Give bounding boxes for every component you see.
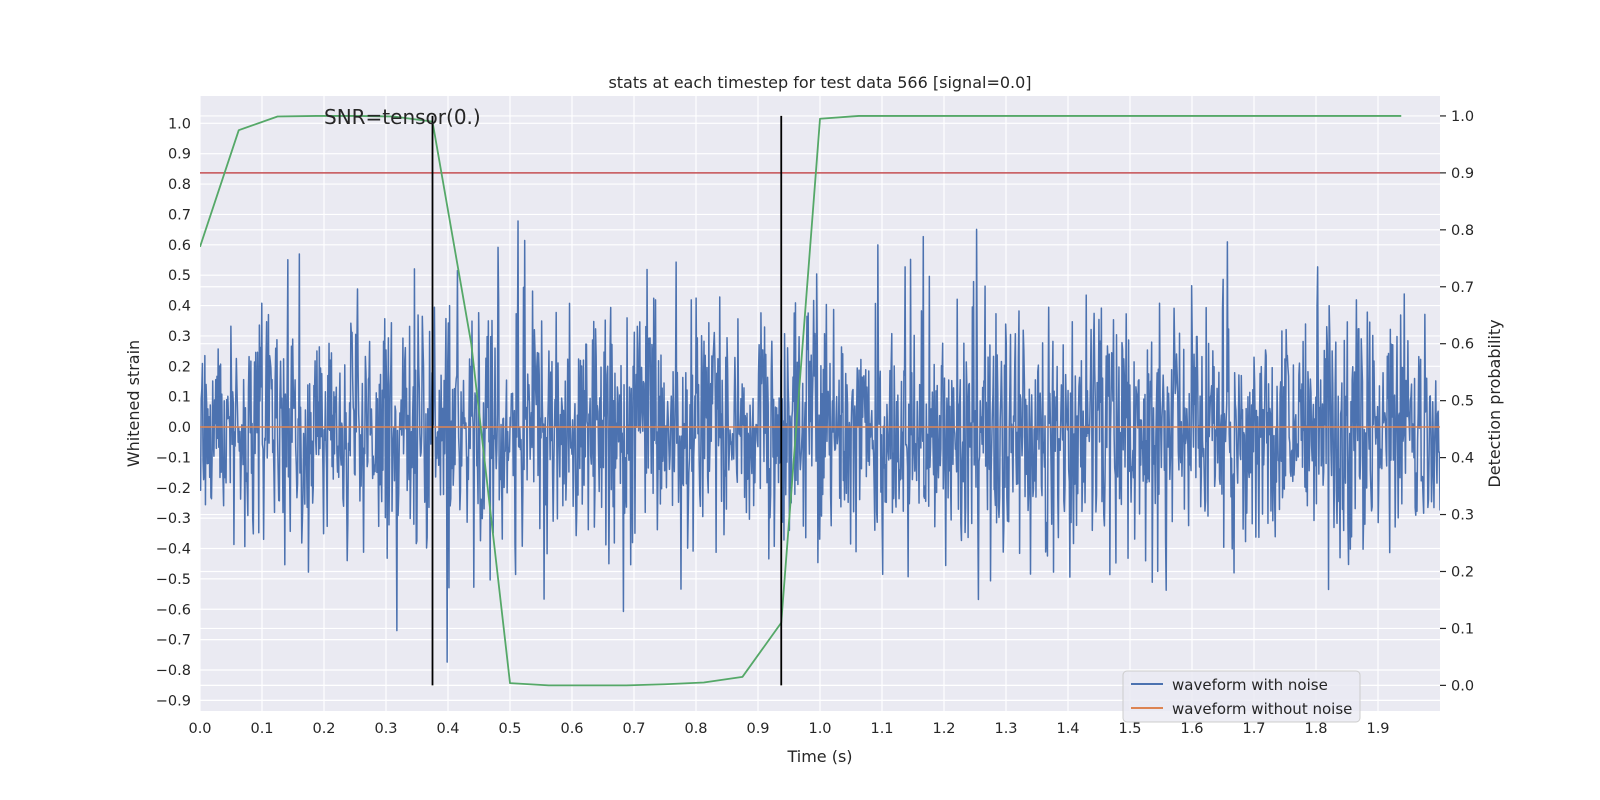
y-tick-label: −0.8 xyxy=(156,663,191,679)
x-tick-label: 1.0 xyxy=(808,721,831,737)
y-tick-label: −0.2 xyxy=(156,481,191,497)
legend: waveform with noise waveform without noi… xyxy=(1122,670,1361,723)
x-tick-label: 0.6 xyxy=(560,721,583,737)
y-tick-label: −0.5 xyxy=(156,572,191,588)
y-axis-ticks: 1.0 0.9 0.8 0.7 0.6 0.5 0.4 0.3 0.2 0.1 0.0 −0.1 −0.… xyxy=(156,116,191,709)
y-tick-label: 0.4 xyxy=(168,299,191,315)
y-tick-label: 0.6 xyxy=(168,238,191,254)
y2-tick-label: 0.5 xyxy=(1451,394,1474,410)
y-tick-label: 0.7 xyxy=(168,207,191,223)
x-tick-label: 1.3 xyxy=(994,721,1017,737)
y-tick-label: −0.1 xyxy=(156,450,191,466)
y-tick-label: −0.9 xyxy=(156,693,191,709)
y-tick-label: 0.1 xyxy=(168,390,191,406)
x-axis-label: Time (s) xyxy=(786,747,852,766)
series-detection-probability xyxy=(200,115,1402,687)
y-tick-label: 0.2 xyxy=(168,359,191,375)
chart-title: stats at each timestep for test data 566… xyxy=(608,73,1031,92)
y2-tick-label: 0.3 xyxy=(1451,508,1474,524)
x-tick-label: 0.0 xyxy=(188,721,211,737)
y-tick-label: 1.0 xyxy=(168,116,191,132)
y-tick-label: −0.6 xyxy=(156,602,191,618)
y-tick-label: −0.7 xyxy=(156,633,191,649)
y-tick-label: 0.3 xyxy=(168,329,191,345)
y-tick-label: 0.8 xyxy=(168,177,191,193)
x-tick-label: 1.9 xyxy=(1366,721,1389,737)
y-tick-label: −0.3 xyxy=(156,511,191,527)
y2-tick-label: 0.1 xyxy=(1451,621,1474,637)
x-tick-label: 1.5 xyxy=(1118,721,1141,737)
y2-tick-label: 0.8 xyxy=(1451,223,1474,239)
legend-label-without-noise: waveform without noise xyxy=(1172,700,1352,718)
y2-tick-label: 0.0 xyxy=(1451,678,1474,694)
y2-tick-label: 0.9 xyxy=(1451,166,1474,182)
x-axis-ticks: 0.0 0.1 0.2 0.3 0.4 0.5 0.6 0.7 0.8 0.9 1.0 1.1 1.2 1… xyxy=(188,721,1389,737)
y-tick-label: 0.5 xyxy=(168,268,191,284)
x-tick-label: 1.7 xyxy=(1242,721,1265,737)
x-tick-label: 0.7 xyxy=(622,721,645,737)
y-tick-label: 0.0 xyxy=(168,420,191,436)
x-tick-label: 1.4 xyxy=(1056,721,1079,737)
x-tick-label: 0.8 xyxy=(684,721,707,737)
y2-tick-label: 0.2 xyxy=(1451,564,1474,580)
y-axis-label: Whitened strain xyxy=(124,340,143,467)
series-layer xyxy=(200,115,1440,687)
y2-tick-label: 0.7 xyxy=(1451,280,1474,296)
x-tick-label: 0.4 xyxy=(436,721,459,737)
legend-box xyxy=(1122,670,1361,723)
y2-axis-label: Detection probability xyxy=(1485,319,1504,487)
x-tick-label: 1.8 xyxy=(1304,721,1327,737)
y-tick-label: 0.9 xyxy=(168,147,191,163)
series-waveform-with-noise xyxy=(200,220,1440,663)
x-tick-label: 1.6 xyxy=(1180,721,1203,737)
x-tick-label: 1.2 xyxy=(932,721,955,737)
y2-tick-label: 0.6 xyxy=(1451,337,1474,353)
legend-label-with-noise: waveform with noise xyxy=(1172,676,1328,694)
y-tick-label: −0.4 xyxy=(156,542,191,558)
y2-tick-label: 1.0 xyxy=(1451,109,1474,125)
snr-annotation: SNR=tensor(0.) xyxy=(324,105,481,129)
x-tick-label: 1.1 xyxy=(870,721,893,737)
x-tick-label: 0.5 xyxy=(498,721,521,737)
x-tick-label: 0.9 xyxy=(746,721,769,737)
y2-tick-label: 0.4 xyxy=(1451,451,1474,467)
x-tick-label: 0.2 xyxy=(312,721,335,737)
y2-axis-ticks: 1.0 0.9 0.8 0.7 0.6 0.5 0.4 0.3 0.2 0.1 0.0 xyxy=(1440,109,1474,694)
x-tick-label: 0.3 xyxy=(374,721,397,737)
x-tick-label: 0.1 xyxy=(250,721,273,737)
